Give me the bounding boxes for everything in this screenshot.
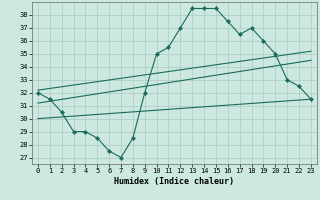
X-axis label: Humidex (Indice chaleur): Humidex (Indice chaleur) [115, 177, 234, 186]
